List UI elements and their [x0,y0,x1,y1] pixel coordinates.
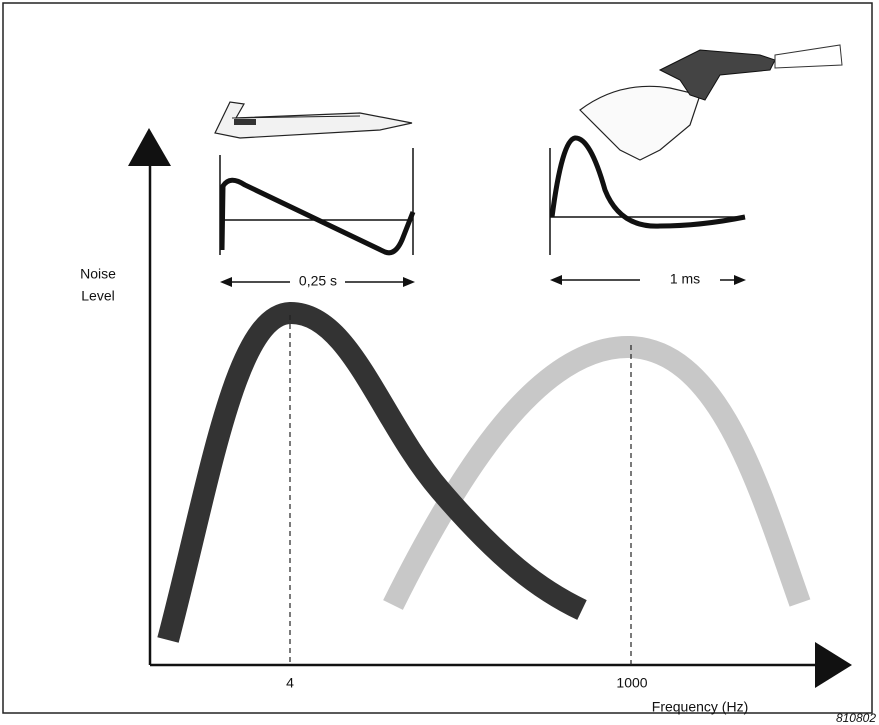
figure-id: 810802 [836,711,876,725]
gun-spectrum [383,335,811,610]
duration-label: 0,25 s [299,273,337,289]
y-label: Level [81,288,114,304]
x-arrow [815,642,852,688]
x-label: 4 [286,675,294,691]
boom-spectrum [157,301,587,643]
arrow-head [220,277,232,287]
arrow-head [734,275,746,285]
revolver [658,49,776,101]
x-label: 1000 [616,675,647,691]
plane-detail [234,119,256,125]
x-axis-title: Frequency (Hz) [652,699,748,715]
plane-detail [231,115,361,119]
arrow-head [403,277,415,287]
arrow-head [550,275,562,285]
n-wave [219,177,416,256]
frame [2,2,873,714]
plane [214,101,413,139]
pulse [549,135,746,229]
y-label: Noise [80,266,116,282]
hand [579,85,701,161]
duration-label: 1 ms [670,271,700,287]
muzzle-flash [774,44,843,69]
y-arrow [128,128,171,166]
